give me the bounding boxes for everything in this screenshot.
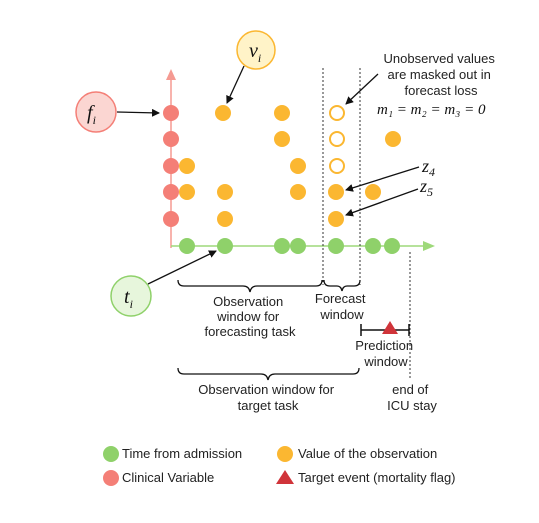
value-dot: [328, 211, 344, 227]
time-dot: [179, 238, 195, 254]
legend-clinical-swatch: [103, 470, 119, 486]
obs-target-line1: Observation window for: [198, 382, 335, 397]
t-label-bubble: [110, 275, 152, 317]
svg-text:fi: fi: [87, 102, 96, 127]
svg-text:Prediction window: Prediction window: [355, 338, 416, 369]
forecast-brace: [323, 279, 361, 292]
forecast-window-line2: window: [319, 307, 364, 322]
forecast-window-line1: Forecast: [315, 291, 366, 306]
clinical-dot: [163, 211, 179, 227]
observation-dots: [179, 105, 401, 227]
value-dot: [365, 184, 381, 200]
target-event-marker: [382, 321, 398, 334]
value-dot: [385, 131, 401, 147]
t-label: t: [124, 286, 130, 308]
z5-pointer: [345, 188, 419, 217]
svg-text:vi: vi: [249, 40, 261, 65]
prediction-window-line1: Prediction: [355, 338, 413, 353]
clinical-dot: [163, 131, 179, 147]
clinical-dot: [163, 105, 179, 121]
obs-target-brace: [177, 367, 360, 381]
time-dot: [290, 238, 306, 254]
unobserved-pointer: [345, 73, 379, 105]
value-dot: [290, 184, 306, 200]
f-pointer: [116, 108, 160, 117]
time-dot: [384, 238, 400, 254]
svg-text:z4: z4: [421, 156, 435, 179]
svg-text:end of ICU stay: end of ICU stay: [387, 382, 437, 413]
time-dot: [274, 238, 290, 254]
obs-forecast-line1: Observation: [213, 294, 283, 309]
value-dot: [179, 184, 195, 200]
unobserved-dot: [329, 158, 345, 174]
time-dot: [217, 238, 233, 254]
t-pointer: [147, 250, 217, 285]
obs-forecast-brace: [177, 279, 323, 293]
svg-text:Observation window for tar: Observation window for target task: [198, 382, 337, 413]
y-axis-arrowhead: [166, 69, 176, 80]
v-label-sub: i: [258, 51, 261, 65]
legend-target-label: Target event (mortality flag): [298, 470, 456, 485]
f-label-bubble: [75, 91, 117, 133]
t-label-sub: i: [130, 297, 133, 311]
svg-text:Forecast window: Forecast window: [315, 291, 369, 322]
legend-value-label: Value of the observation: [298, 446, 437, 461]
x-axis-arrowhead: [423, 241, 435, 251]
icu-end-line2: ICU stay: [387, 398, 437, 413]
value-dot: [215, 105, 231, 121]
z5-label-sub: 5: [427, 185, 433, 199]
unobserved-note-line3: forecast loss: [405, 83, 478, 98]
value-dot: [274, 131, 290, 147]
prediction-window-line2: window: [363, 354, 408, 369]
unobserved-dot: [329, 131, 345, 147]
value-dot: [217, 184, 233, 200]
obs-forecast-line2: window for: [216, 309, 280, 324]
svg-text:z5: z5: [419, 176, 433, 199]
svg-text:Unobserved values are mask: Unobserved values are masked out in fore…: [384, 51, 499, 98]
v-label-bubble: [236, 30, 276, 70]
unobserved-note-line1: Unobserved values: [384, 51, 496, 66]
time-dots: [179, 238, 400, 254]
mask-equation: m₁ = m₂ = m₃ = 0: [377, 102, 486, 118]
unobserved-note-line2: are masked out in: [388, 67, 491, 82]
icu-end-line1: end of: [392, 382, 429, 397]
unobserved-dot: [329, 105, 345, 121]
clinical-dot: [163, 184, 179, 200]
clinical-dot: [163, 158, 179, 174]
v-label: v: [249, 40, 258, 62]
value-dot: [274, 105, 290, 121]
unobserved-dots: [329, 105, 345, 174]
z4-label: z: [421, 156, 429, 176]
value-dot: [328, 184, 344, 200]
z4-label-sub: 4: [429, 165, 435, 179]
legend-target-swatch: [276, 470, 294, 484]
legend-value-swatch: [277, 446, 293, 462]
value-dot: [290, 158, 306, 174]
z4-pointer: [345, 166, 420, 192]
v-pointer: [226, 65, 245, 104]
value-dot: [217, 211, 233, 227]
legend: Time from admission Clinical Variable Va…: [103, 446, 456, 486]
value-dot: [179, 158, 195, 174]
svg-text:ti: ti: [124, 286, 133, 311]
obs-target-line2: target task: [238, 398, 299, 413]
time-dot: [328, 238, 344, 254]
obs-forecast-line3: forecasting task: [204, 324, 296, 339]
legend-clinical-label: Clinical Variable: [122, 470, 214, 485]
svg-text:Observation window for: Observation window for forecasting task: [204, 294, 296, 339]
time-dot: [365, 238, 381, 254]
f-label: f: [87, 102, 95, 124]
legend-time-swatch: [103, 446, 119, 462]
clinical-variable-dots: [163, 105, 179, 227]
legend-time-label: Time from admission: [122, 446, 242, 461]
f-label-sub: i: [93, 113, 96, 127]
z5-label: z: [419, 176, 427, 196]
